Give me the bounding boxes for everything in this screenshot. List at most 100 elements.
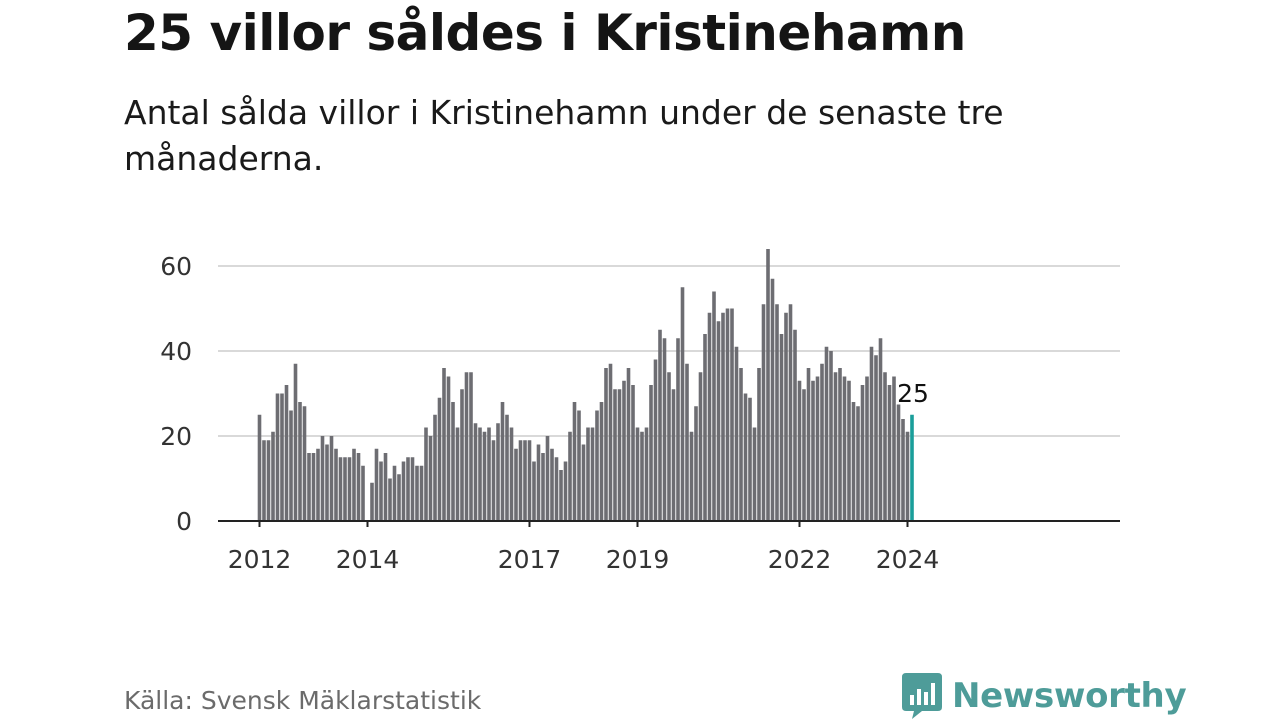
bar xyxy=(622,380,626,521)
bar xyxy=(883,372,887,521)
bar xyxy=(842,376,847,521)
bar xyxy=(401,461,406,521)
bar xyxy=(280,393,284,521)
bar xyxy=(433,414,437,521)
bar xyxy=(779,334,784,521)
x-tick-label: 2017 xyxy=(498,545,562,574)
bar xyxy=(640,431,644,521)
bar xyxy=(284,385,289,521)
bar xyxy=(568,431,572,521)
bar xyxy=(865,376,869,521)
bar xyxy=(784,312,788,521)
bar xyxy=(901,419,905,521)
bar xyxy=(509,427,514,521)
bar xyxy=(311,453,316,521)
bar xyxy=(487,427,491,521)
bar xyxy=(275,393,280,521)
bar xyxy=(689,431,694,521)
bar xyxy=(590,427,595,521)
bar xyxy=(298,402,302,521)
bar xyxy=(473,423,478,521)
bar xyxy=(739,368,743,521)
bar xyxy=(428,436,433,521)
bar xyxy=(289,410,293,521)
bar xyxy=(829,351,833,521)
bar xyxy=(361,465,365,521)
bar xyxy=(644,427,649,521)
bar xyxy=(604,368,608,521)
y-tick-label: 40 xyxy=(160,337,192,366)
bar xyxy=(730,308,734,521)
bar xyxy=(329,436,334,521)
bar xyxy=(374,448,379,521)
bar xyxy=(262,440,266,521)
x-tick-label: 2014 xyxy=(336,545,400,574)
bar xyxy=(869,346,874,521)
bar xyxy=(806,368,811,521)
bar xyxy=(469,372,473,521)
bar xyxy=(293,363,298,521)
bar xyxy=(851,402,856,521)
bar xyxy=(586,427,590,521)
bar xyxy=(716,321,721,521)
bar xyxy=(635,427,640,521)
bar xyxy=(410,457,415,521)
bar xyxy=(680,287,685,521)
source-note: Källa: Svensk Mäklarstatistik xyxy=(124,686,482,715)
bar xyxy=(766,249,770,521)
bar xyxy=(667,372,671,521)
bar xyxy=(671,389,676,521)
bar xyxy=(397,474,401,521)
bar xyxy=(892,376,896,521)
bar xyxy=(325,444,329,521)
y-tick-label: 20 xyxy=(160,422,192,451)
bar xyxy=(442,368,446,521)
bar xyxy=(703,334,707,521)
bar xyxy=(536,444,541,521)
bar xyxy=(446,376,451,521)
x-tick-label: 2022 xyxy=(768,545,832,574)
bar xyxy=(451,402,455,521)
bar xyxy=(478,427,482,521)
bar xyxy=(356,453,361,521)
bar xyxy=(685,363,689,521)
bar xyxy=(257,414,262,521)
bar xyxy=(482,431,487,521)
bar xyxy=(649,385,653,521)
bar xyxy=(505,414,509,521)
bar xyxy=(563,461,568,521)
bar xyxy=(725,308,730,521)
bar xyxy=(838,368,842,521)
y-tick-label: 0 xyxy=(176,507,192,536)
bar xyxy=(500,402,505,521)
bar xyxy=(388,478,392,521)
bar xyxy=(613,389,617,521)
chart-subtitle: Antal sålda villor i Kristinehamn under … xyxy=(124,93,1004,178)
bar xyxy=(581,444,586,521)
bar xyxy=(658,329,662,521)
bar xyxy=(856,406,860,521)
bar xyxy=(271,431,275,521)
bar xyxy=(599,402,604,521)
bar xyxy=(320,436,325,521)
brand-logo: Newsworthy xyxy=(902,671,1187,721)
bar xyxy=(383,453,388,521)
bar xyxy=(266,440,271,521)
x-tick-label: 2019 xyxy=(606,545,670,574)
bar xyxy=(878,338,883,521)
bar xyxy=(527,440,532,521)
bar xyxy=(653,359,658,521)
bar xyxy=(797,380,802,521)
bar xyxy=(455,427,460,521)
bar xyxy=(707,312,712,521)
bar xyxy=(860,385,865,521)
bar xyxy=(514,448,518,521)
bar xyxy=(793,329,797,521)
bar xyxy=(698,372,703,521)
bar xyxy=(572,402,577,521)
bar xyxy=(437,397,442,521)
bar xyxy=(541,453,545,521)
bar xyxy=(424,427,428,521)
bar xyxy=(694,406,698,521)
